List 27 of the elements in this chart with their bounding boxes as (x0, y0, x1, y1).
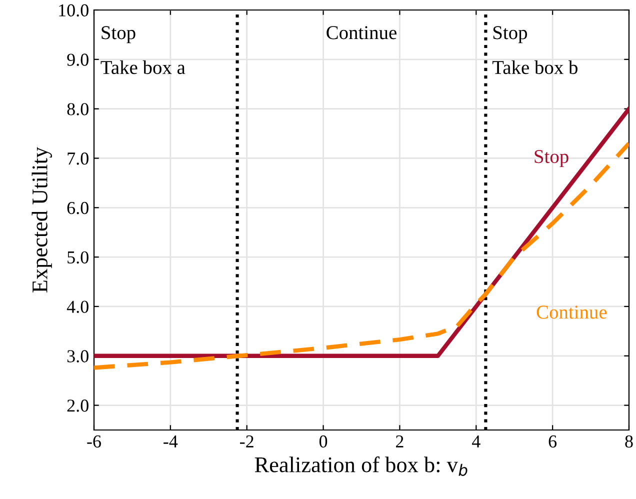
y-tick-label: 5.0 (68, 251, 88, 264)
y-tick-label: 6.0 (67, 202, 88, 214)
series-label: Stop (534, 150, 568, 168)
x-axis-title: Realization of box b: v$_{b}$ (254, 456, 468, 476)
annotation: Take box b (492, 60, 578, 74)
annotation: Stop (102, 26, 136, 44)
x-tick-label: 8 (625, 435, 633, 448)
x-tick-label: 6 (548, 435, 557, 448)
y-tick-label: 9.0 (67, 54, 88, 66)
text: Continue (536, 306, 607, 319)
x-tick-label: -4 (164, 436, 178, 448)
x-tick-label: -2 (240, 435, 254, 448)
y-tick-label: 7.0 (68, 152, 88, 165)
annotation: Stop (493, 26, 528, 44)
annotation: Take box a (100, 60, 186, 74)
y-tick-label: 2.0 (67, 400, 88, 412)
x-tick-label: 0 (319, 435, 328, 448)
y-axis-title: Expected Utility (32, 146, 52, 292)
y-tick-label: 10.0 (59, 4, 88, 17)
x-tick-label: 4 (472, 436, 480, 448)
y-tick-label: 4.0 (66, 300, 88, 313)
y-tick-label: 3.0 (67, 350, 88, 362)
x-tick-label: -6 (87, 435, 101, 448)
x-tick-label: 2 (396, 435, 404, 448)
y-tick-label: 8.0 (67, 103, 88, 116)
line-series (94, 141, 629, 370)
annotation: Continue (326, 26, 396, 40)
